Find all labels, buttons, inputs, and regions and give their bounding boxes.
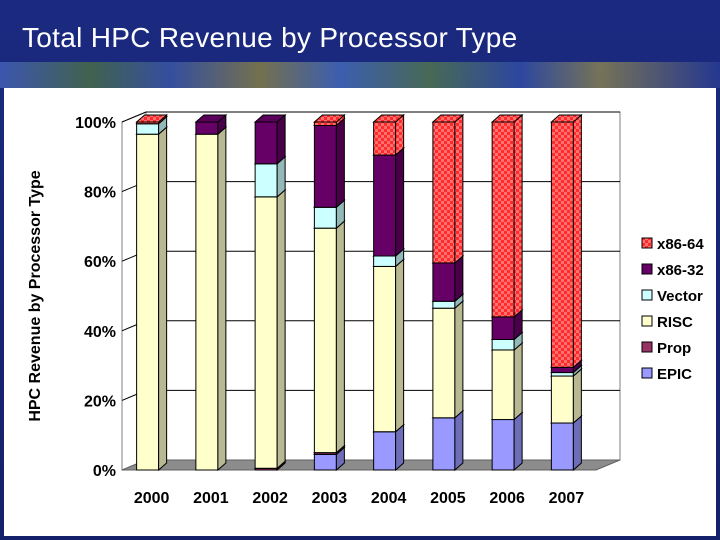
bar-segment-risc-2007 xyxy=(550,367,583,425)
bar-segment-x86-64-2000 xyxy=(135,113,168,125)
legend-label: x86-32 xyxy=(657,262,704,279)
y-tick-label: 0% xyxy=(93,463,116,480)
legend-swatch xyxy=(641,341,653,353)
x-tick-label: 2004 xyxy=(371,490,407,507)
bar-segment-x86-64-2004 xyxy=(372,113,405,157)
y-gridline xyxy=(121,111,620,123)
y-tick-label: 20% xyxy=(84,393,116,410)
bar-segment-x86-64-2003 xyxy=(313,113,346,127)
legend-swatch xyxy=(641,237,653,249)
legend-item-vector: Vector xyxy=(641,288,703,305)
bar-segment-x86-64-2007 xyxy=(550,113,583,369)
legend: x86-64 x86-32 Vector RISC Prop EPIC xyxy=(641,236,704,383)
bar-segment-risc-2003 xyxy=(313,220,346,454)
x-tick-label: 2003 xyxy=(312,490,348,507)
x-tick-label: 2000 xyxy=(134,490,170,507)
slide-title: Total HPC Revenue by Processor Type xyxy=(22,22,518,53)
bar-segment-risc-2002 xyxy=(253,188,287,470)
x-tick-label: 2002 xyxy=(252,490,288,507)
bar-segment-x86-32-2003 xyxy=(313,117,346,209)
legend-swatch xyxy=(641,263,653,275)
bar-segment-risc-2006 xyxy=(490,341,524,421)
bar-segment-risc-2001 xyxy=(194,126,228,472)
legend-item-epic: EPIC xyxy=(641,366,692,383)
x-tick-label: 2007 xyxy=(549,490,585,507)
legend-swatch xyxy=(641,367,653,379)
y-tick-label: 100% xyxy=(75,115,116,132)
plot-area: 0% 20% 40% 60% 80% 100% 2000 2001 2002 2003 2004 20… xyxy=(75,111,621,507)
y-tick-label: 80% xyxy=(84,185,116,202)
y-tick-label: 40% xyxy=(84,324,116,341)
bar-segment-epic-2007 xyxy=(550,414,583,472)
legend-swatch xyxy=(641,289,653,301)
x-tick-label: 2005 xyxy=(430,490,466,507)
bar-segment-x86-64-2006 xyxy=(490,113,524,318)
bar-segment-epic-2006 xyxy=(490,411,524,472)
bar-segment-x86-32-2004 xyxy=(372,146,405,258)
decorative-banner-strip xyxy=(0,62,720,88)
legend-label: RISC xyxy=(657,314,693,331)
legend-label: Prop xyxy=(657,340,691,357)
legend-item-x86-64: x86-64 xyxy=(641,236,704,253)
bar-segment-x86-64-2005 xyxy=(431,113,465,265)
legend-item-x86-32: x86-32 xyxy=(641,262,704,279)
x-tick-label: 2006 xyxy=(489,490,525,507)
bar-segment-risc-2005 xyxy=(431,300,465,419)
bar-segment-x86-32-2001 xyxy=(194,113,228,136)
bar-segment-x86-32-2002 xyxy=(253,113,287,165)
x-tick-label: 2001 xyxy=(193,490,229,507)
bar-segment-risc-2004 xyxy=(372,258,405,433)
bar-segment-risc-2000 xyxy=(135,126,168,472)
legend-item-prop: Prop xyxy=(641,340,691,357)
legend-label: Vector xyxy=(657,288,703,305)
y-tick-label: 60% xyxy=(84,254,116,271)
legend-item-risc: RISC xyxy=(641,314,693,331)
legend-label: EPIC xyxy=(657,366,692,383)
legend-swatch xyxy=(641,315,653,327)
bar-segment-epic-2005 xyxy=(431,409,465,472)
legend-label: x86-64 xyxy=(657,236,704,253)
y-axis-label: HPC Revenue by Processor Type xyxy=(27,170,44,421)
